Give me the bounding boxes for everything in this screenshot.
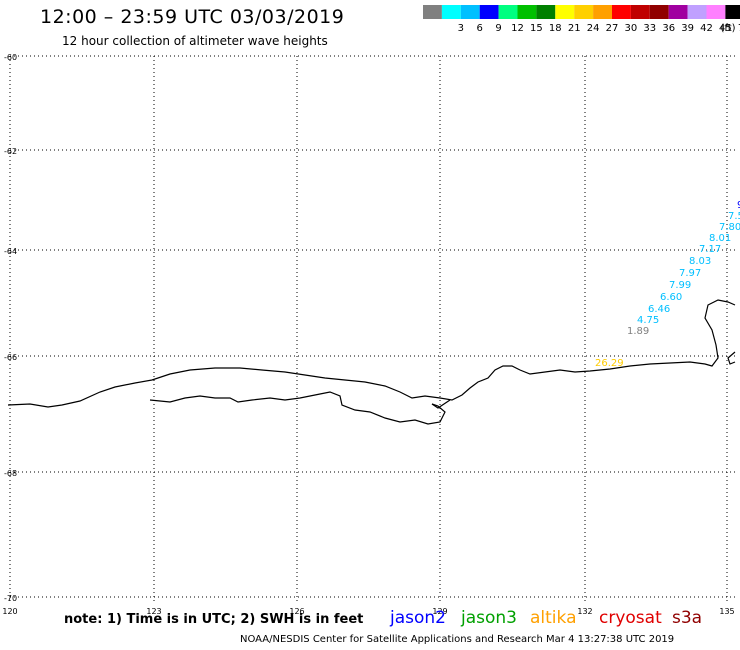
satellite-jason2: jason2 [390,608,446,628]
page-subtitle: 12 hour collection of altimeter wave hei… [62,34,328,48]
lon-label: 135 [719,607,734,616]
scale-label: 18 [549,23,562,34]
scale-label: 36 [662,23,675,34]
scale-swatch [555,5,575,19]
scale-swatch [687,5,707,19]
scale-swatch [441,5,461,19]
credit-line: NOAA/NESDIS Center for Satellite Applica… [240,634,675,645]
wave-height-label: 7.99 [669,280,691,291]
lat-label: -66 [4,353,17,362]
scale-label: 42 [700,23,713,34]
scale-swatch [706,5,726,19]
satellite-cryosat: cryosat [599,608,662,628]
scale-label: 3 [458,23,464,34]
scale-label: 9 [495,23,501,34]
wave-height-label: 9 [737,200,740,211]
scale-swatch [668,5,688,19]
scale-label: 33 [643,23,656,34]
antarctic-coastline [7,299,736,408]
lon-label: 126 [289,607,304,616]
antarctic-coastline-shelf [431,399,451,409]
scale-swatch [630,5,650,19]
scale-swatch [460,5,480,19]
antarctic-coastline-inlet [149,391,446,425]
lat-label: -70 [4,594,17,603]
scale-swatch [536,5,556,19]
wave-height-label: 8.01 [709,233,731,244]
wave-height-label: 6.46 [648,304,670,315]
scale-swatch [517,5,537,19]
wave-height-label: 7.97 [679,268,701,279]
scale-swatch [612,5,631,19]
scale-label: 12 [511,23,524,34]
wave-height-label: 7.17 [699,244,721,255]
satellite-s3a: s3a [672,608,703,628]
scale-units-label: (ft) [720,23,735,34]
lon-label: 123 [146,607,161,616]
scale-label: 30 [625,23,638,34]
scale-label: 27 [606,23,619,34]
lat-label: -68 [4,469,17,478]
lat-label: -62 [4,147,17,156]
lon-label: 129 [432,607,447,616]
scale-swatch [498,5,518,19]
wave-height-label: 4.75 [637,315,659,326]
wave-height-label: 1.89 [627,326,649,337]
satellite-jason3: jason3 [461,608,517,628]
scale-label: 21 [568,23,581,34]
color-scale-legend: 36912151821242730333639424570(ft) [423,5,740,34]
satellite-altika: altika [530,608,577,628]
scale-label: 15 [530,23,543,34]
scale-swatch [725,5,740,19]
scale-swatch [574,5,594,19]
coastline-east-fragment [727,351,736,365]
altimeter-observations: 26.29 1.894.756.466.607.997.978.037.178.0… [595,200,740,369]
lat-label: -64 [4,247,17,256]
lon-label: 132 [577,607,592,616]
wave-height-label: 7.80 [719,222,740,233]
scale-label: 6 [477,23,483,34]
scale-swatch [593,5,612,19]
graticule: -60 -62 -64 -66 -68 -70 120 123 126 129 132 135 [2,53,735,616]
units-note: note: 1) Time is in UTC; 2) SWH is in fe… [64,612,364,627]
scale-swatch [479,5,499,19]
scale-label: 45 [719,23,732,34]
lon-label: 120 [2,607,17,616]
wave-height-label: 7.5 [728,211,740,222]
scale-swatch [649,5,669,19]
wave-height-label: 8.03 [689,256,711,267]
page-title: 12:00 – 23:59 UTC 03/03/2019 [40,6,345,28]
wave-height-label: 26.29 [595,358,624,369]
scale-label: 70 [738,23,740,34]
scale-label: 24 [587,23,600,34]
scale-swatch [423,5,442,19]
wave-height-label: 6.60 [660,292,682,303]
lat-label: -60 [4,53,17,62]
scale-label: 39 [681,23,694,34]
